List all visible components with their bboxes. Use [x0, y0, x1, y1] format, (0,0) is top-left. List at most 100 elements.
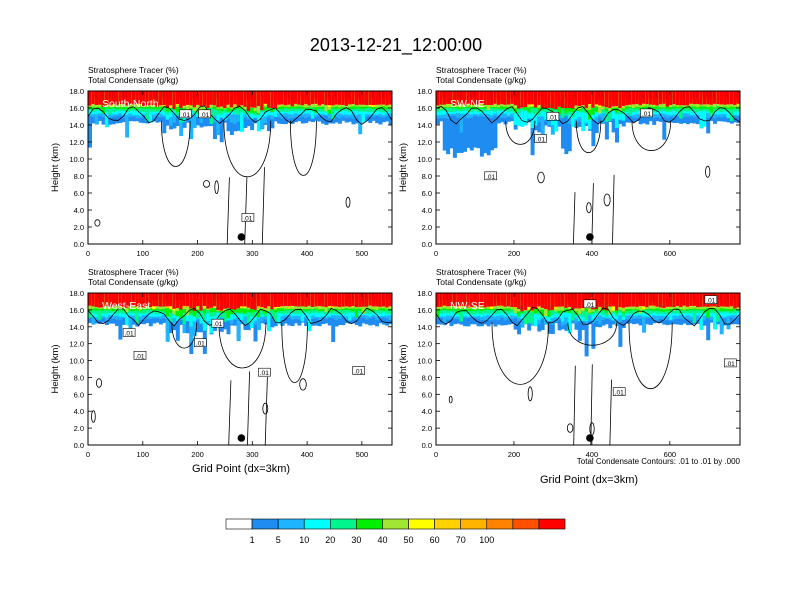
- x-tick-label: 400: [301, 249, 314, 258]
- y-tick-label: 2.0: [74, 223, 84, 232]
- condensate-contours: [436, 106, 740, 244]
- contour-line: [247, 371, 250, 445]
- svg-text:.01: .01: [706, 298, 715, 305]
- y-axis-label: Height (km): [398, 143, 409, 192]
- tracer-cell: [368, 91, 373, 105]
- tracer-streak: [155, 91, 158, 98]
- tracer-cell: [196, 91, 201, 105]
- tracer-streak: [523, 91, 526, 98]
- tracer-cell: [479, 293, 484, 307]
- tracer-cell: [571, 91, 576, 109]
- tracer-cell: [327, 293, 332, 307]
- tracer-cell: [473, 91, 478, 148]
- tracer-streak: [125, 91, 127, 98]
- contour-line: [567, 322, 618, 346]
- tracer-streak: [442, 293, 445, 300]
- tracer-streak: [628, 91, 631, 98]
- tracer-cell: [331, 293, 336, 307]
- tracer-streak: [692, 91, 695, 98]
- tracer-streak: [459, 91, 462, 98]
- tracer-cell: [635, 91, 640, 104]
- tracer-cell: [317, 91, 322, 106]
- tracer-streak: [517, 91, 519, 98]
- tracer-cell: [229, 91, 234, 108]
- tracer-cell: [473, 293, 478, 307]
- y-tick-label: 14.0: [69, 121, 84, 130]
- tracer-streak: [588, 293, 590, 300]
- tracer-cell: [679, 293, 684, 307]
- panel-west-east: Stratosphere Tracer (%)Total Condensate …: [50, 267, 393, 459]
- tracer-field: [88, 293, 392, 355]
- colorbar-swatch: [408, 518, 435, 530]
- tracer-cell: [246, 293, 251, 308]
- tracer-streak: [314, 91, 316, 98]
- tracer-cell: [185, 293, 190, 307]
- tracer-cell: [598, 293, 603, 307]
- tracer-cell: [672, 91, 677, 105]
- tracer-cell: [250, 293, 255, 310]
- tracer-streak: [212, 293, 215, 300]
- colorbar-swatch: [356, 518, 383, 530]
- tracer-cell: [243, 293, 248, 307]
- tracer-cell: [625, 91, 630, 106]
- tracer-cell: [219, 91, 224, 107]
- tracer-cell: [567, 293, 572, 307]
- contour-line: [226, 177, 230, 244]
- tracer-cell: [699, 293, 704, 307]
- y-tick-label: 0.0: [74, 240, 84, 249]
- contour-line: [281, 322, 308, 383]
- colorbar-swatch: [434, 518, 461, 530]
- y-tick-label: 12.0: [417, 340, 432, 349]
- tracer-cell: [554, 293, 559, 307]
- tracer-cell: [503, 91, 508, 105]
- tracer-cell: [469, 91, 474, 151]
- tracer-cell: [544, 91, 549, 108]
- tracer-cell: [155, 91, 160, 107]
- tracer-cell: [517, 293, 522, 310]
- tracer-streak: [327, 91, 330, 98]
- tracer-cell: [88, 91, 92, 106]
- tracer-streak: [706, 91, 708, 98]
- tracer-streak: [733, 293, 735, 300]
- tracer-cell: [560, 91, 565, 109]
- tracer-cell: [199, 91, 204, 107]
- x-axis-label-left: Grid Point (dx=3km): [192, 463, 290, 475]
- tracer-streak: [145, 91, 148, 98]
- tracer-streak: [216, 293, 219, 300]
- tracer-cell: [459, 91, 464, 105]
- x-tick-label: 300: [246, 450, 259, 459]
- tracer-cell: [270, 91, 275, 109]
- tracer-streak: [584, 293, 587, 300]
- tracer-cell: [145, 91, 150, 106]
- y-tick-label: 12.0: [69, 138, 84, 147]
- tracer-cell: [158, 293, 163, 307]
- tracer-cell: [554, 91, 559, 110]
- tracer-cell: [645, 91, 650, 105]
- tracer-streak: [385, 293, 387, 300]
- x-tick-label: 0: [86, 249, 90, 258]
- tracer-streak: [736, 91, 739, 98]
- contour-label: .01: [484, 171, 497, 181]
- tracer-cell: [138, 293, 143, 308]
- tracer-cell: [246, 91, 251, 112]
- contour-loop: [262, 402, 269, 415]
- tracer-cell: [199, 293, 204, 311]
- tracer-cell: [297, 91, 302, 105]
- condensate-contours: [436, 306, 740, 445]
- y-tick-label: 14.0: [69, 323, 84, 332]
- tracer-cell: [479, 91, 484, 104]
- tracer-cell: [621, 293, 626, 308]
- tracer-cell: [598, 91, 603, 106]
- panel-label-tracer: Stratosphere Tracer (%): [88, 267, 179, 277]
- svg-text:.01: .01: [260, 370, 269, 377]
- tracer-streak: [219, 293, 222, 300]
- tracer-cell: [94, 91, 99, 106]
- tracer-cell: [540, 91, 545, 109]
- tracer-streak: [348, 293, 350, 300]
- tracer-streak: [692, 293, 695, 300]
- x-tick-label: 600: [664, 450, 677, 459]
- tracer-cell: [709, 91, 714, 105]
- tracer-cell: [358, 293, 363, 307]
- y-axis-label: Height (km): [50, 344, 61, 393]
